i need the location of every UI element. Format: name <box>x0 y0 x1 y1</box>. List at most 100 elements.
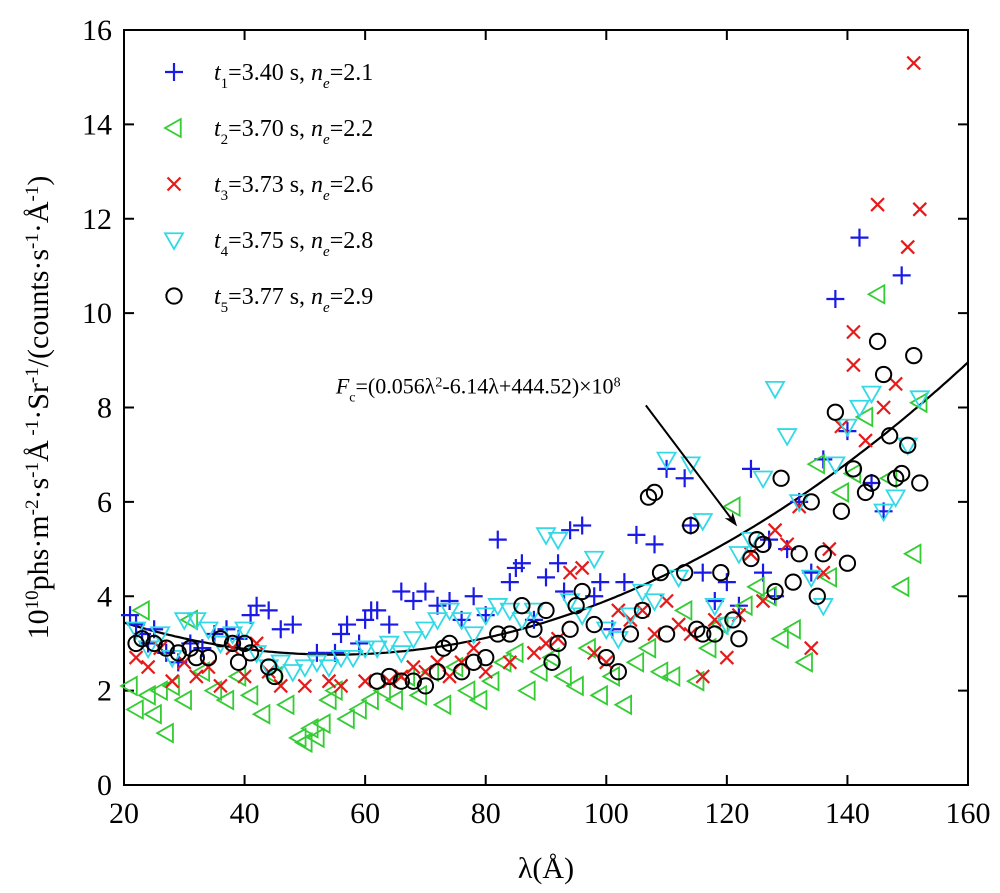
series-3-point <box>213 678 228 694</box>
series-5-point <box>742 549 760 568</box>
series-3-point <box>767 522 783 538</box>
series-2-point <box>818 566 837 588</box>
series-5-point <box>501 625 519 643</box>
x-tick-label: 20 <box>109 797 139 830</box>
series-5-point <box>633 601 652 620</box>
series-4-point <box>173 612 195 631</box>
series-5-point <box>808 587 826 605</box>
series-5-point <box>868 332 887 351</box>
series-1-point <box>326 643 344 662</box>
series-1-point <box>850 228 869 247</box>
series-4-point <box>246 645 268 664</box>
series-1-point <box>440 591 459 610</box>
x-axis-title: λ(Å) <box>518 852 574 885</box>
series-3-point <box>858 433 873 448</box>
series-2 <box>119 283 928 754</box>
series-1-point <box>127 615 146 634</box>
series-3-point <box>128 650 144 665</box>
series-5-point <box>899 436 917 454</box>
y-tick-label: 14 <box>82 108 112 141</box>
series-5-point <box>543 653 561 671</box>
series-4-point <box>366 640 388 659</box>
series-1-point <box>283 615 302 634</box>
series-5-point <box>169 644 187 662</box>
series-5-point <box>730 630 748 648</box>
series-4-point <box>559 593 581 612</box>
series-2-point <box>131 599 150 621</box>
series-4-point <box>571 607 593 626</box>
series-3-point <box>237 669 252 684</box>
series-4-point <box>330 649 352 669</box>
series-5-point <box>874 365 893 384</box>
series-3-point <box>816 565 831 580</box>
y-tick-label: 12 <box>82 203 112 236</box>
series-5-point <box>260 658 278 676</box>
series-5-point <box>657 625 676 643</box>
fit-equation-label: Fc=(0.056λ2-6.14λ+444.52)×108 <box>335 373 621 405</box>
series-5-point <box>241 644 260 662</box>
series-3-point <box>418 664 433 680</box>
series-1-point <box>681 516 700 535</box>
series-4-point <box>426 612 449 631</box>
series-5-point <box>724 611 742 629</box>
series-5-point <box>766 582 784 601</box>
series-4-point <box>595 621 617 641</box>
series-1-point <box>826 289 845 308</box>
series-2-point <box>294 731 313 754</box>
series-2-point <box>336 708 355 730</box>
series-2-point <box>661 665 681 688</box>
series-1-point <box>561 521 580 540</box>
series-5-point <box>428 663 447 681</box>
series-1-point <box>259 601 278 620</box>
series-1-point <box>404 591 423 610</box>
series-4-point <box>438 602 461 622</box>
series-2-point <box>565 675 584 697</box>
series-2-point <box>722 496 741 518</box>
series-1-point <box>645 535 664 554</box>
series-5-point <box>597 648 615 667</box>
series-5-point <box>392 672 410 690</box>
series-2-point <box>348 698 367 721</box>
series-3-point <box>635 603 650 618</box>
fit-curve <box>123 361 969 656</box>
series-5-point <box>573 582 591 601</box>
series-3-point <box>321 673 337 689</box>
series-5-point <box>784 573 802 591</box>
series-2-point <box>890 576 910 598</box>
series-3-point <box>870 197 885 212</box>
series-4-point <box>619 607 641 626</box>
series-2-point <box>119 675 138 697</box>
series-2-point <box>251 703 271 725</box>
series-2-point <box>794 651 813 673</box>
series-1-point <box>537 568 555 587</box>
series-4-point <box>680 456 702 475</box>
series-4-point <box>873 503 895 523</box>
series-5-point <box>826 403 845 421</box>
series-5-point <box>133 630 151 648</box>
series-2-point <box>173 689 192 711</box>
series-1-point <box>271 620 290 639</box>
legend-label-1: t1=3.40 s, ne=2.1 <box>214 60 373 92</box>
series-4-point <box>354 640 376 659</box>
series-1-point <box>627 525 646 544</box>
series-4-point <box>656 451 678 471</box>
series-3-point <box>249 636 264 651</box>
series-5-point <box>513 597 531 615</box>
series-1-point <box>555 582 574 601</box>
series-3-point <box>526 645 542 661</box>
series-5-point <box>229 653 248 671</box>
legend-item-3: t3=3.73 s, ne=2.6 <box>166 172 373 204</box>
series-5-point <box>706 625 724 643</box>
y-tick-label: 2 <box>97 675 112 708</box>
series-3-point <box>779 537 795 552</box>
series-5-point <box>489 625 507 643</box>
series-5-point <box>682 516 700 535</box>
series-4 <box>125 380 931 683</box>
series-2-point <box>360 689 379 711</box>
y-tick-label: 10 <box>82 297 112 330</box>
series-1-point <box>416 582 435 601</box>
series-3-point <box>803 640 819 656</box>
series-5-point <box>187 648 205 667</box>
series-3-point <box>538 636 554 651</box>
